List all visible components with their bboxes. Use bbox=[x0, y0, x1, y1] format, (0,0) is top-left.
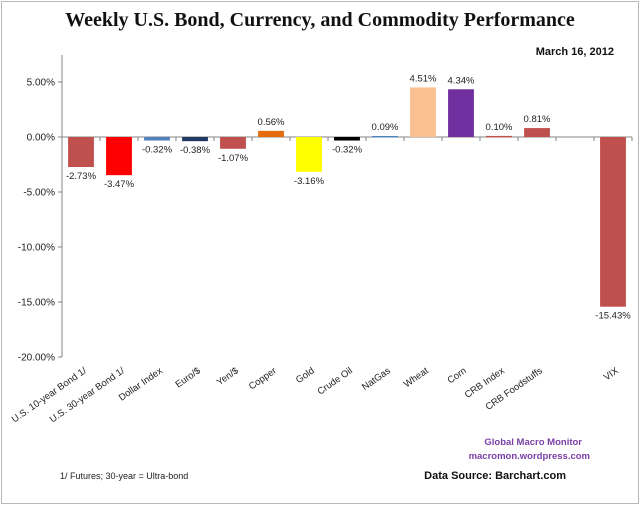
y-tick-label: 0.00% bbox=[27, 133, 55, 144]
footnote: 1/ Futures; 30-year = Ultra-bond bbox=[60, 471, 189, 481]
data-label: -0.32% bbox=[142, 145, 173, 156]
y-tick-label: -20.00% bbox=[18, 353, 55, 364]
data-label: -2.73% bbox=[66, 171, 97, 182]
y-tick-label: -5.00% bbox=[23, 188, 55, 199]
category-label: Gold bbox=[294, 365, 317, 386]
bar bbox=[144, 137, 170, 141]
chart-date: March 16, 2012 bbox=[535, 46, 614, 58]
data-source: Data Source: Barchart.com bbox=[424, 470, 566, 482]
y-tick-label: 5.00% bbox=[27, 78, 55, 89]
bar bbox=[486, 135, 512, 138]
bar bbox=[524, 128, 550, 137]
category-label: Wheat bbox=[402, 365, 431, 390]
data-label: -0.38% bbox=[180, 145, 211, 156]
bar bbox=[68, 137, 94, 168]
bar bbox=[600, 137, 626, 307]
data-label: -3.47% bbox=[104, 179, 135, 190]
brand-url: macromon.wordpress.com bbox=[468, 451, 590, 462]
bar bbox=[182, 137, 208, 142]
data-label: 4.51% bbox=[410, 73, 437, 84]
bar bbox=[106, 137, 132, 176]
data-label: 0.81% bbox=[524, 114, 551, 125]
data-label: -0.32% bbox=[332, 145, 363, 156]
bar bbox=[334, 137, 360, 141]
bar bbox=[296, 137, 322, 172]
data-label: -15.43% bbox=[595, 311, 631, 322]
bar bbox=[410, 87, 436, 137]
category-label: Corn bbox=[446, 365, 469, 386]
bar bbox=[258, 130, 284, 137]
category-label: Crude Oil bbox=[316, 365, 355, 397]
category-label: Euro/$ bbox=[173, 365, 203, 390]
category-label: Yen/$ bbox=[215, 365, 242, 388]
data-label: -3.16% bbox=[294, 176, 325, 187]
data-label: 4.34% bbox=[448, 75, 475, 86]
category-label: NatGas bbox=[360, 365, 393, 393]
bar bbox=[448, 89, 474, 137]
category-label: VIX bbox=[602, 365, 621, 383]
data-label: 0.56% bbox=[258, 117, 285, 128]
brand-name: Global Macro Monitor bbox=[484, 437, 582, 448]
data-label: -1.07% bbox=[218, 153, 249, 164]
bar bbox=[372, 136, 398, 138]
y-tick-label: -10.00% bbox=[18, 243, 55, 254]
data-label: 0.10% bbox=[486, 122, 513, 133]
chart-title: Weekly U.S. Bond, Currency, and Commodit… bbox=[65, 9, 575, 31]
category-label: Copper bbox=[247, 365, 279, 392]
data-label: 0.09% bbox=[372, 122, 399, 133]
bar bbox=[220, 137, 246, 149]
y-tick-label: -15.00% bbox=[18, 298, 55, 309]
